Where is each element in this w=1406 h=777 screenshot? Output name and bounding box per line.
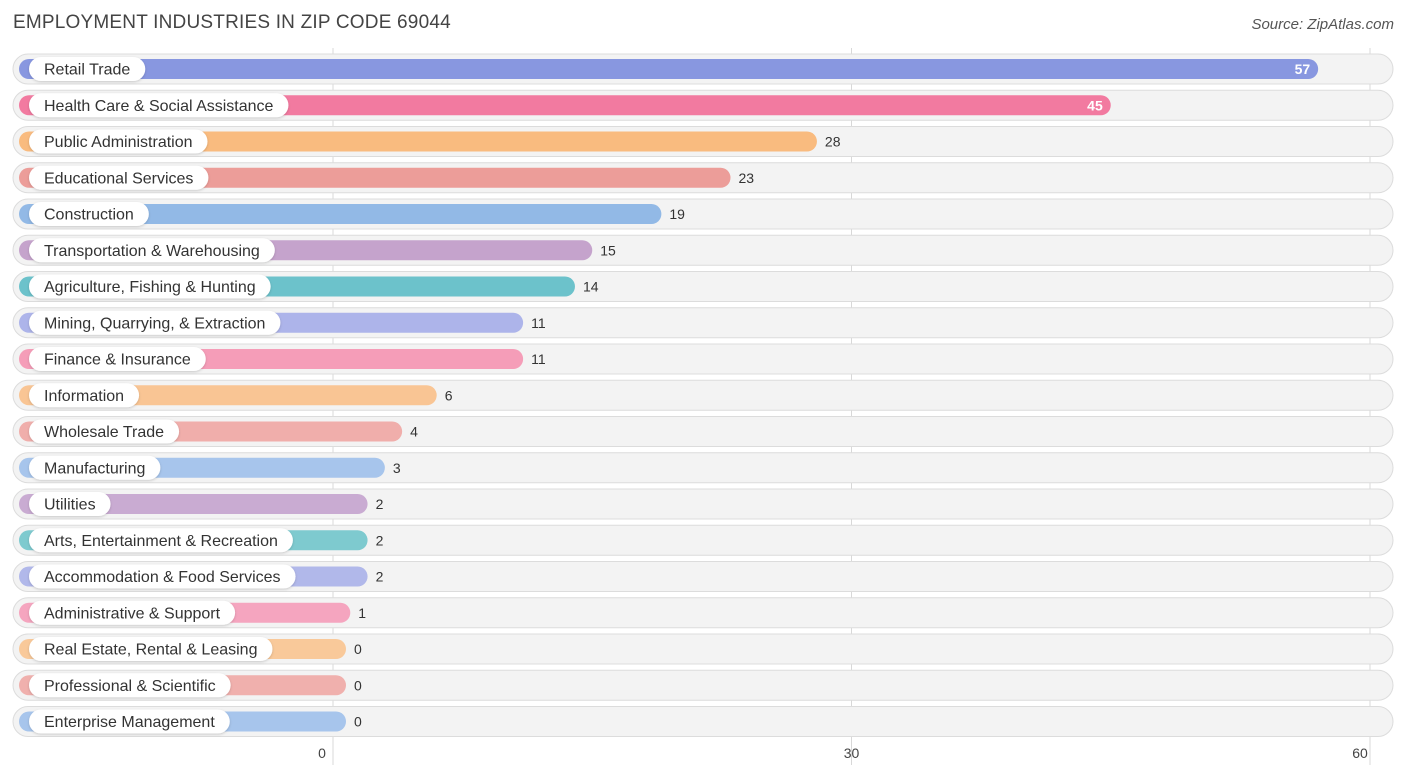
category-label-pill bbox=[29, 347, 206, 371]
bar bbox=[19, 59, 1319, 79]
category-label: Public Administration bbox=[44, 134, 193, 151]
category-label-pill bbox=[29, 528, 293, 553]
bar-track bbox=[12, 597, 1394, 629]
value-label: 2 bbox=[376, 569, 384, 585]
value-label: 4 bbox=[410, 424, 418, 440]
x-axis-ticks: 0 30 60 bbox=[318, 745, 1368, 761]
bar-track bbox=[12, 669, 1394, 701]
category-label: Arts, Entertainment & Recreation bbox=[44, 533, 278, 550]
category-label-pill bbox=[29, 165, 209, 190]
category-label-pill bbox=[29, 310, 281, 335]
value-label: 6 bbox=[445, 387, 453, 403]
value-label: 0 bbox=[354, 714, 362, 730]
value-label: 2 bbox=[376, 496, 384, 512]
bar bbox=[19, 204, 662, 224]
chart-title: EMPLOYMENT INDUSTRIES IN ZIP CODE 69044 bbox=[13, 12, 451, 33]
category-label: Real Estate, Rental & Leasing bbox=[44, 642, 257, 659]
category-label-pill bbox=[29, 129, 208, 154]
value-label: 0 bbox=[354, 677, 362, 693]
value-label: 11 bbox=[531, 351, 546, 367]
category-label-pill bbox=[29, 564, 296, 589]
category-label: Health Care & Social Assistance bbox=[44, 98, 274, 115]
value-label: 0 bbox=[354, 641, 362, 657]
category-label-pill bbox=[29, 57, 146, 81]
value-label: 1 bbox=[358, 605, 366, 621]
category-label: Construction bbox=[44, 207, 134, 224]
category-label: Finance & Insurance bbox=[44, 352, 191, 369]
category-label: Agriculture, Fishing & Hunting bbox=[44, 279, 256, 296]
bar-track bbox=[12, 706, 1394, 737]
category-label: Accommodation & Food Services bbox=[44, 569, 281, 586]
category-label-pill bbox=[29, 419, 180, 444]
category-label: Professional & Scientific bbox=[44, 678, 216, 695]
bar-rows: Retail Trade 57 Health Care & Social Assis… bbox=[12, 53, 1394, 737]
category-label: Information bbox=[44, 388, 124, 405]
value-label: 15 bbox=[600, 242, 616, 258]
category-label-pill bbox=[29, 455, 161, 480]
category-label-pill bbox=[29, 600, 236, 625]
category-label: Wholesale Trade bbox=[44, 424, 164, 441]
category-label: Manufacturing bbox=[44, 460, 145, 477]
category-label-pill bbox=[29, 709, 230, 734]
category-label-pill bbox=[29, 637, 273, 661]
category-label-pill bbox=[29, 238, 275, 263]
category-label-pill bbox=[29, 202, 149, 226]
category-label: Educational Services bbox=[44, 170, 193, 187]
bar bbox=[19, 131, 817, 152]
value-label: 45 bbox=[1087, 97, 1103, 113]
chart-source: Source: ZipAtlas.com bbox=[1251, 16, 1394, 33]
x-tick-label: 0 bbox=[318, 745, 326, 761]
category-label-pill bbox=[29, 383, 140, 408]
value-label: 28 bbox=[825, 134, 841, 150]
category-label: Administrative & Support bbox=[44, 605, 221, 622]
value-label: 23 bbox=[739, 170, 755, 186]
value-label: 11 bbox=[531, 315, 546, 331]
bar-track bbox=[12, 633, 1394, 665]
value-label: 19 bbox=[669, 206, 685, 222]
x-tick-label: 30 bbox=[844, 745, 860, 761]
category-label: Transportation & Warehousing bbox=[44, 243, 260, 260]
bar bbox=[19, 95, 1111, 116]
category-label: Mining, Quarrying, & Extraction bbox=[44, 315, 265, 332]
category-label-pill bbox=[29, 673, 231, 698]
value-label: 57 bbox=[1295, 61, 1311, 77]
value-label: 3 bbox=[393, 460, 401, 476]
x-tick-label: 60 bbox=[1352, 745, 1368, 761]
category-label-pill bbox=[29, 274, 271, 299]
value-label: 14 bbox=[583, 279, 599, 295]
category-label: Enterprise Management bbox=[44, 714, 215, 731]
category-label-pill bbox=[29, 492, 111, 516]
category-label: Utilities bbox=[44, 497, 96, 514]
category-label-pill bbox=[29, 93, 289, 118]
value-label: 2 bbox=[376, 532, 384, 548]
category-label: Retail Trade bbox=[44, 62, 130, 79]
